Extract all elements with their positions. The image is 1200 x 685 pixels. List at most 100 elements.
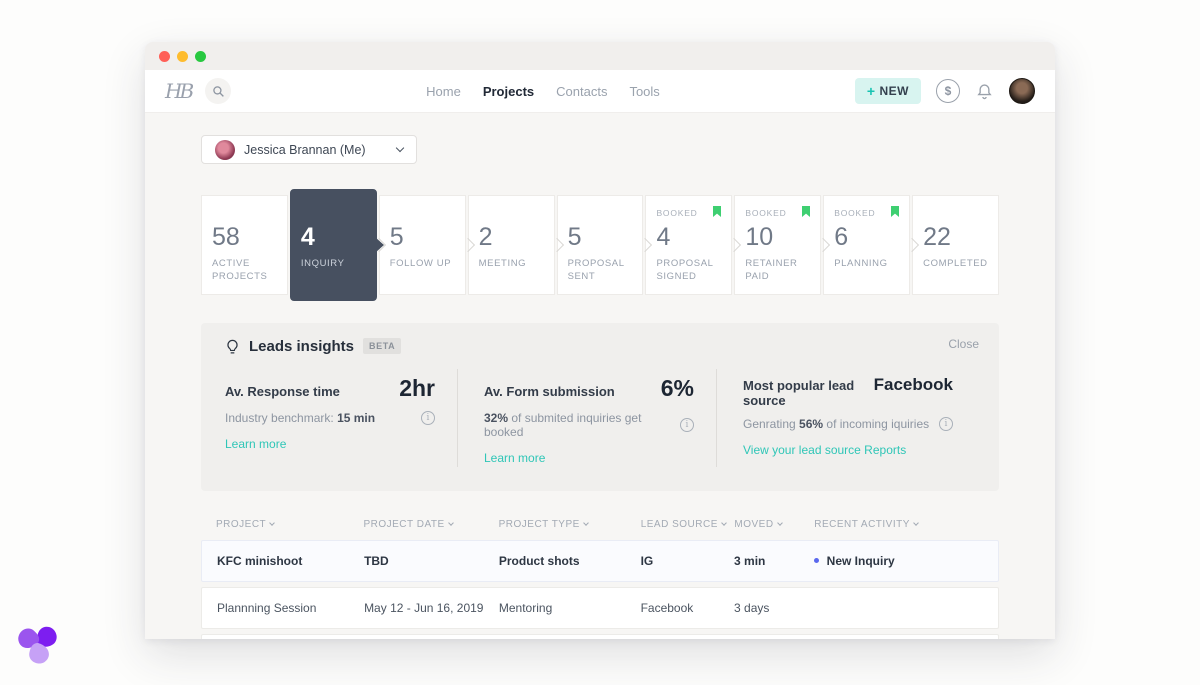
stage-count: 58 (212, 222, 240, 251)
insight-form-submission: Av. Form submission 6% 32% of submited i… (457, 368, 716, 467)
plus-icon: + (866, 83, 876, 99)
insight-value: 2hr (399, 374, 435, 401)
insights-close-link[interactable]: Close (948, 336, 979, 351)
nav-home[interactable]: Home (426, 83, 461, 99)
chevron-down-icon (913, 519, 919, 526)
main-nav: Home Projects Contacts Tools (426, 84, 660, 99)
view-reports-link[interactable]: View your lead source Reports (743, 442, 907, 457)
stage-completed[interactable]: 22 COMPLETED (912, 194, 1000, 295)
new-button-label: NEW (879, 84, 909, 98)
insights-title: Leads insights (249, 337, 355, 355)
stage-meeting[interactable]: 2 MEETING (467, 194, 555, 295)
stage-proposal-signed[interactable]: BOOKED 4 PROPOSAL SIGNED (645, 194, 733, 295)
cell-source: IG (640, 553, 654, 568)
sort-moved[interactable]: MOVED (734, 519, 814, 530)
brand-mark-purple-icon (18, 626, 57, 664)
window-titlebar (145, 42, 1055, 70)
insight-description: Industry benchmark: 15 min (225, 410, 376, 425)
cell-date: TBD (364, 553, 389, 568)
cell-type: Mentoring (498, 600, 553, 615)
team-member-dropdown[interactable]: Jessica Brannan (Me) (201, 135, 417, 164)
insight-description: 32% of submited inquiries get booked (484, 410, 642, 439)
leads-insights-panel: Leads insights BETA Close Av. Response t… (201, 322, 999, 491)
projects-page: Jessica Brannan (Me) 58 ACTIVE PROJECTS … (145, 113, 1055, 639)
stage-count: 5 (567, 222, 582, 251)
insight-metric: Most popular lead source (743, 377, 855, 408)
stage-planning[interactable]: BOOKED 6 PLANNING (823, 194, 911, 295)
projects-table-header: PROJECT PROJECT DATE PROJECT TYPE LEAD S… (201, 519, 999, 530)
insight-value: Facebook (873, 374, 953, 394)
chevron-down-icon (447, 519, 454, 526)
stage-label: PROPOSAL SIGNED (656, 257, 714, 283)
table-row-pelican-co[interactable]: Pelican Co. Jan 29, 2020 Logo design Web… (201, 633, 999, 639)
learn-more-link[interactable]: Learn more (225, 436, 287, 451)
stage-count: 2 (478, 222, 493, 251)
cell-activity: New Inquiry (813, 554, 983, 568)
notifications-bell-icon[interactable] (975, 81, 994, 101)
booked-bookmark-icon (891, 205, 900, 217)
sort-project[interactable]: PROJECT (216, 519, 363, 530)
sort-recent-activity[interactable]: RECENT ACTIVITY (814, 519, 984, 530)
sort-project-type[interactable]: PROJECT TYPE (499, 519, 641, 530)
cell-project: KFC minishoot (217, 553, 303, 568)
booked-label: BOOKED (745, 207, 787, 218)
pipeline-stage-bar: 58 ACTIVE PROJECTS 4 INQUIRY 5 FOLLOW UP… (201, 188, 1000, 301)
new-button[interactable]: + NEW (854, 78, 921, 104)
search-icon (212, 85, 224, 97)
stage-active-projects[interactable]: 58 ACTIVE PROJECTS (201, 194, 288, 295)
learn-more-link[interactable]: Learn more (484, 450, 546, 465)
nav-projects[interactable]: Projects (482, 83, 535, 99)
member-avatar (215, 139, 235, 160)
sort-lead-source[interactable]: LEAD SOURCE (641, 519, 735, 530)
stage-count: 6 (834, 222, 849, 251)
zoom-window-button[interactable] (195, 50, 206, 62)
booked-label: BOOKED (834, 207, 876, 218)
stage-label: COMPLETED (923, 257, 988, 269)
table-row-plannning-session[interactable]: Plannning Session May 12 - Jun 16, 2019 … (201, 586, 999, 629)
close-window-button[interactable] (159, 50, 170, 62)
brand-logo: HB (165, 79, 194, 103)
stage-label: PLANNING (834, 257, 888, 269)
stage-count: 10 (745, 222, 774, 251)
booked-bookmark-icon (802, 205, 811, 217)
beta-badge: BETA (363, 338, 402, 354)
insight-metric: Av. Response time (225, 383, 340, 399)
cell-moved: 3 min (734, 553, 766, 568)
stage-count: 4 (656, 222, 671, 251)
booked-label: BOOKED (656, 207, 698, 218)
activity-dot (813, 558, 819, 563)
chevron-down-icon (395, 143, 404, 153)
table-row-kfc-minishoot[interactable]: KFC minishoot TBD Product shots IG 3 min… (201, 539, 999, 582)
lightbulb-icon (227, 339, 238, 353)
stage-inquiry[interactable]: 4 INQUIRY (289, 188, 384, 301)
insight-description: Genrating 56% of incoming iquiries (743, 416, 930, 431)
sort-project-date[interactable]: PROJECT DATE (363, 519, 498, 530)
stage-count: 22 (923, 222, 951, 251)
stage-label: PROPOSAL SENT (567, 257, 625, 283)
stage-retainer-paid[interactable]: BOOKED 10 RETAINER PAID (734, 194, 822, 295)
stage-label: FOLLOW UP (389, 257, 452, 269)
cell-date: May 12 - Jun 16, 2019 (364, 600, 484, 615)
info-icon[interactable]: i (680, 417, 694, 432)
stage-label: MEETING (478, 257, 527, 269)
cell-moved: 3 days (734, 600, 770, 615)
app-window: HB Home Projects Contacts Tools + NEW $ … (145, 42, 1055, 639)
cell-source: Facebook (640, 600, 694, 615)
chevron-down-icon (721, 519, 727, 526)
user-avatar[interactable] (1009, 78, 1035, 104)
stage-proposal-sent[interactable]: 5 PROPOSAL SENT (556, 194, 644, 295)
nav-contacts[interactable]: Contacts (556, 83, 608, 99)
insight-response-time: Av. Response time 2hr Industry benchmark… (225, 369, 457, 467)
info-icon[interactable]: i (421, 410, 435, 425)
stage-follow-up[interactable]: 5 FOLLOW UP (378, 194, 466, 295)
info-icon[interactable]: i (939, 416, 953, 431)
chevron-down-icon (269, 519, 276, 526)
search-button[interactable] (205, 78, 232, 104)
nav-tools[interactable]: Tools (629, 83, 660, 99)
minimize-window-button[interactable] (177, 50, 188, 62)
payments-icon[interactable]: $ (936, 79, 960, 103)
cell-project: Plannning Session (217, 600, 317, 615)
stage-label: ACTIVE PROJECTS (212, 257, 268, 283)
app-header: HB Home Projects Contacts Tools + NEW $ (145, 70, 1055, 113)
member-name: Jessica Brannan (Me) (244, 142, 366, 157)
